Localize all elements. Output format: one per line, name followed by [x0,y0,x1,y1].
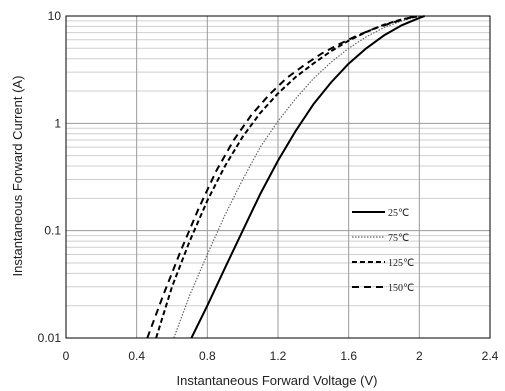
legend-label-4: 150℃ [388,283,414,294]
y-axis-title: Instantaneous Forward Current (A) [10,76,25,277]
y-tick-label: 1 [54,116,61,130]
y-tick-label: 10 [48,9,62,23]
series-group [146,15,425,339]
x-tick-label: 0 [63,349,70,363]
tick-labels: 0 0.4 0.8 1.2 1.6 2 2.4 0.01 0.1 1 10 [38,9,499,363]
x-tick-label: 2 [416,349,423,363]
legend-label-3: 125℃ [388,258,414,269]
legend-label-1: 25℃ [388,208,409,219]
series-line-4 [146,15,417,339]
legend-label-2: 75℃ [388,233,409,244]
y-tick-label: 0.1 [44,224,61,238]
x-tick-label: 1.6 [340,349,357,363]
x-tick-label: 1.2 [270,349,287,363]
x-tick-label: 2.4 [482,349,499,363]
series-line-1 [190,15,425,339]
x-axis-title: Instantaneous Forward Voltage (V) [177,373,378,388]
legend: 25℃ 75℃ 125℃ 150℃ [352,208,414,294]
plot-frame [65,15,491,339]
grid [65,16,491,339]
x-tick-label: 0.8 [199,349,216,363]
x-tick-label: 0.4 [128,349,145,363]
y-tick-label: 0.01 [38,331,62,345]
